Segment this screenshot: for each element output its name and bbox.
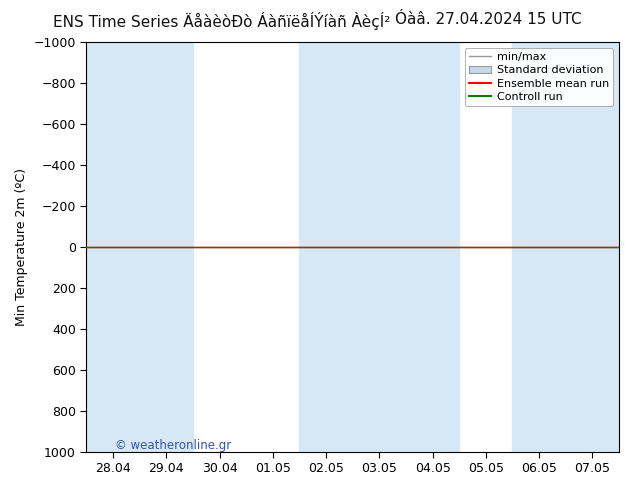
Bar	[86, 42, 139, 452]
Y-axis label: Min Temperature 2m (ºC): Min Temperature 2m (ºC)	[15, 168, 28, 326]
Bar	[299, 42, 353, 452]
Bar	[512, 42, 566, 452]
Bar	[353, 42, 406, 452]
Text: © weatheronline.gr: © weatheronline.gr	[115, 439, 231, 452]
Bar	[406, 42, 459, 452]
Text: ENS Time Series ÄåàèòÐò ÁàñïëåÍÝíàñ ÀèçÍ²: ENS Time Series ÄåàèòÐò ÁàñïëåÍÝíàñ ÀèçÍ…	[53, 12, 391, 30]
Text: Óàâ. 27.04.2024 15 UTC: Óàâ. 27.04.2024 15 UTC	[395, 12, 581, 27]
Bar	[139, 42, 193, 452]
Bar	[566, 42, 619, 452]
Legend: min/max, Standard deviation, Ensemble mean run, Controll run: min/max, Standard deviation, Ensemble me…	[465, 48, 614, 106]
